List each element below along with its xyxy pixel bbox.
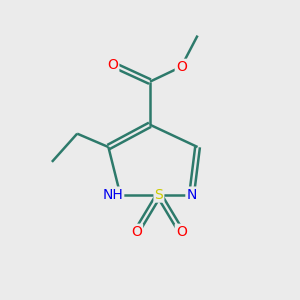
Text: O: O	[131, 225, 142, 239]
Text: O: O	[176, 225, 187, 239]
Text: NH: NH	[103, 188, 123, 202]
Text: S: S	[154, 188, 163, 202]
Text: O: O	[176, 60, 187, 74]
Text: O: O	[107, 58, 118, 72]
Text: N: N	[186, 188, 197, 202]
